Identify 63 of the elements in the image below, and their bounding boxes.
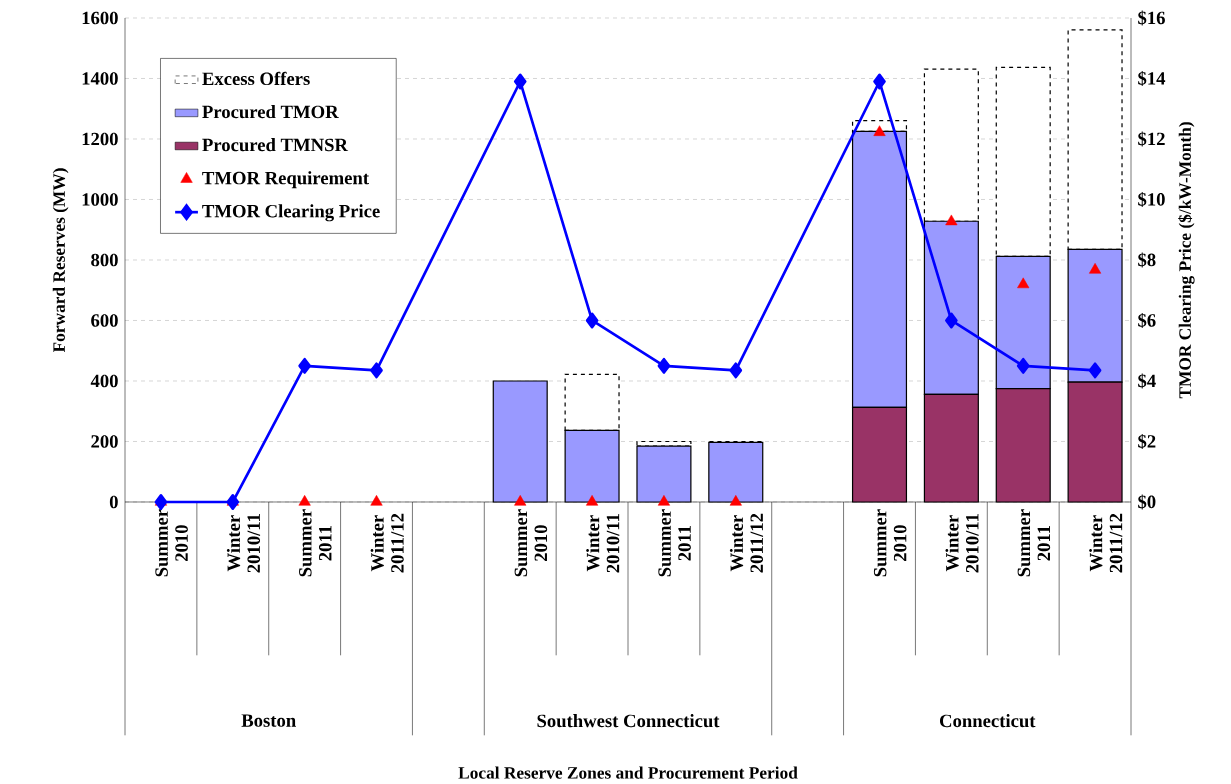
- y2-axis-title: TMOR Clearing Price ($/kW-Month): [1178, 122, 1195, 399]
- x-tick-label: Winter 2011/12: [1089, 513, 1123, 573]
- point: [514, 495, 527, 506]
- point: [945, 312, 958, 329]
- text: Connecticut: [940, 714, 1036, 728]
- point: [298, 357, 311, 374]
- point: [370, 495, 383, 506]
- y-tick-label: 1200: [82, 132, 118, 146]
- legend-label: Excess Offers: [202, 71, 310, 86]
- y-tick-label: 800: [91, 253, 118, 267]
- x-tick-label: Summer 2011: [299, 509, 332, 577]
- point: [729, 495, 742, 506]
- legend-label: TMOR Clearing Price: [202, 204, 380, 222]
- point: [1089, 263, 1102, 274]
- x-tick-label: Winter 2010/11: [226, 514, 261, 573]
- y2-tick-label: $16: [1138, 10, 1165, 26]
- y2-tick-label: $0: [1138, 494, 1156, 510]
- x-tick-label: Winter 2011/12: [729, 513, 764, 573]
- point: [945, 214, 958, 226]
- x-tick-label: Summer 2010: [514, 509, 548, 577]
- point: [1088, 362, 1102, 379]
- point: [873, 73, 886, 90]
- point: [585, 312, 599, 329]
- x-tick-label: Winter 2010/11: [945, 514, 979, 573]
- text: Boston: [241, 714, 296, 727]
- point: [226, 493, 240, 510]
- point: [370, 362, 383, 379]
- y-tick-label: 1000: [82, 193, 118, 206]
- x-tick-label: Summer 2011: [658, 509, 691, 577]
- y2-tick-label: $6: [1138, 313, 1156, 328]
- legend-label: TMOR Requirement: [202, 171, 369, 189]
- point: [586, 495, 599, 506]
- point: [154, 493, 168, 510]
- x-tick-label: Summer 2010: [155, 509, 188, 577]
- y2-tick-label: $4: [1138, 373, 1156, 389]
- point: [729, 362, 743, 379]
- point: [513, 73, 527, 90]
- point: [1016, 357, 1030, 374]
- x-tick-label: Summer 2010: [873, 509, 907, 577]
- text: Southwest Connecticut: [537, 714, 720, 728]
- y-tick-label: 600: [91, 314, 118, 327]
- text: Local Reserve Zones and Procurement Period: [458, 766, 798, 779]
- y2-tick-label: $8: [1138, 252, 1156, 268]
- y2-tick-label: $10: [1138, 192, 1165, 207]
- x-tick-label: Winter 2010/11: [586, 514, 620, 573]
- y-tick-label: 200: [91, 435, 118, 448]
- y-tick-label: 1400: [82, 72, 118, 85]
- legend-label: Procured TMNSR: [202, 138, 349, 152]
- point: [657, 357, 671, 374]
- y2-tick-label: $14: [1138, 71, 1166, 86]
- y-axis-title: Forward Reserves (MW): [52, 168, 69, 353]
- point: [657, 495, 670, 506]
- legend-label: Procured TMOR: [202, 105, 339, 119]
- x-tick-label: Winter 2011/12: [370, 513, 404, 573]
- y2-tick-label: $2: [1138, 434, 1156, 449]
- y-tick-label: 0: [109, 495, 118, 509]
- y-tick-label: 1600: [82, 11, 118, 25]
- x-tick-label: Summer 2011: [1017, 509, 1051, 577]
- point: [873, 125, 886, 136]
- y-tick-label: 400: [90, 374, 118, 388]
- point: [1017, 277, 1030, 289]
- y2-tick-label: $12: [1138, 131, 1165, 147]
- point: [298, 495, 311, 506]
